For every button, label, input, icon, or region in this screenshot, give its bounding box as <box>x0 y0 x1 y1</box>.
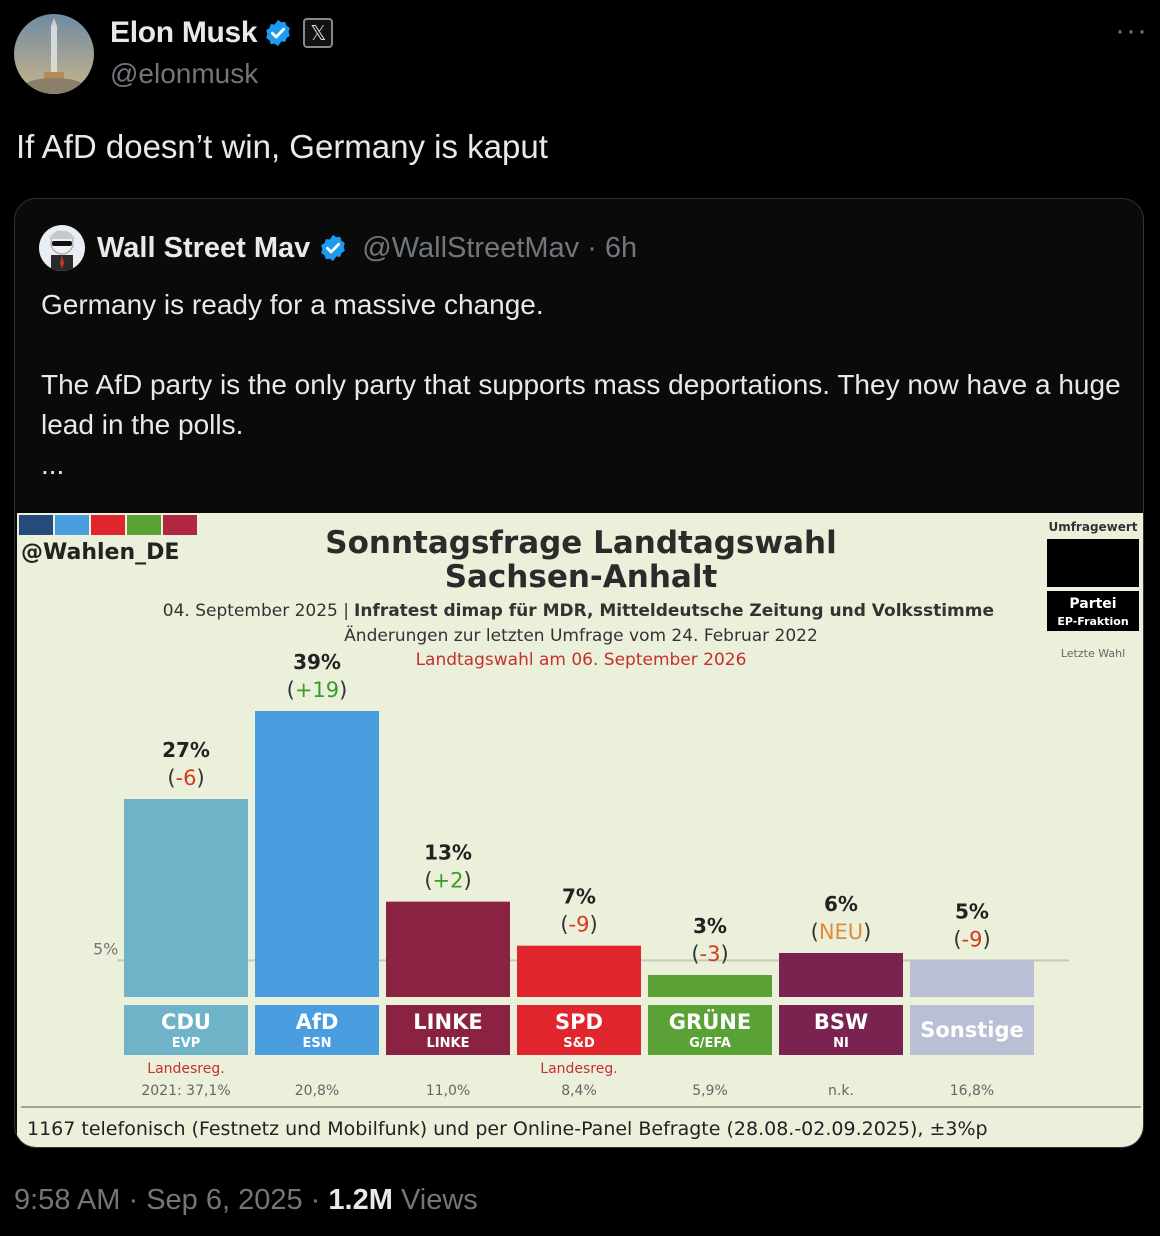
poll-chart-svg: @Wahlen_DE Sonntagsfrage Landtagswahl Sa… <box>19 515 1141 1140</box>
wm-square-maroon <box>163 515 197 535</box>
party-name: CDU <box>161 1010 211 1034</box>
bar-cdu <box>124 799 248 997</box>
value-label: 13% <box>424 841 472 865</box>
bar-bsw <box>779 953 903 997</box>
bar-afd <box>255 711 379 997</box>
author-name-row: Elon Musk 𝕏 <box>110 16 334 50</box>
quoted-tweet-age: · 6h <box>587 231 638 264</box>
party-faction: G/EFA <box>689 1036 731 1051</box>
last-election-value: 20,8% <box>295 1083 339 1099</box>
party-box-bsw <box>779 1005 903 1055</box>
change-label: (+19) <box>287 678 348 702</box>
change-label: (-6) <box>167 766 204 790</box>
quoted-author-handle: @WallStreetMav <box>362 231 580 264</box>
last-election-value: n.k. <box>828 1083 854 1099</box>
last-election-value: 16,8% <box>950 1083 994 1099</box>
party-name: GRÜNE <box>669 1009 751 1034</box>
wm-square-red <box>91 515 125 535</box>
quoted-tweet-text: Germany is ready for a massive change. T… <box>41 285 1121 485</box>
quoted-author-avatar <box>39 225 85 271</box>
legend-partei: Partei <box>1069 596 1116 612</box>
party-name: LINKE <box>413 1010 482 1034</box>
legend-party-box <box>1047 591 1139 631</box>
landesreg-label: Landesreg. <box>540 1061 617 1077</box>
party-faction: NI <box>833 1036 849 1051</box>
chart-title: Sonntagsfrage Landtagswahl <box>325 525 836 561</box>
value-label: 39% <box>293 650 341 674</box>
tweet-time[interactable]: 9:58 AM <box>14 1184 121 1216</box>
bar-linke <box>386 901 510 997</box>
threshold-label: 5% <box>93 939 118 958</box>
bar-grüne <box>648 975 772 997</box>
party-faction: LINKE <box>427 1036 470 1051</box>
party-box-sonstige <box>910 1005 1034 1055</box>
party-box-cdu <box>124 1005 248 1055</box>
party-name: AfD <box>296 1010 339 1034</box>
last-election-value: 2021: 37,1% <box>141 1083 230 1099</box>
chart-subtitle: Sachsen-Anhalt <box>445 559 718 595</box>
change-label: (+2) <box>424 869 471 893</box>
bar-spd <box>517 945 641 997</box>
value-label: 3% <box>693 914 727 938</box>
party-box-grüne <box>648 1005 772 1055</box>
more-icon[interactable]: ··· <box>1115 14 1148 47</box>
verified-badge-icon <box>266 19 291 47</box>
last-election-value: 11,0% <box>426 1083 470 1099</box>
author-handle[interactable]: @elonmusk <box>110 58 259 89</box>
watermark: @Wahlen_DE <box>21 540 179 565</box>
party-box-linke <box>386 1005 510 1055</box>
quoted-text-line2: The AfD party is the only party that sup… <box>41 369 1121 440</box>
quoted-verified-badge-icon <box>321 234 346 262</box>
landesreg-label: Landesreg. <box>147 1061 224 1077</box>
party-name: SPD <box>555 1010 603 1034</box>
chart-changes-note: Änderungen zur letzten Umfrage vom 24. F… <box>344 625 818 646</box>
party-name: BSW <box>814 1010 868 1034</box>
party-faction: S&D <box>563 1036 595 1051</box>
x-affiliation-icon: 𝕏 <box>303 18 334 48</box>
quoted-text-ellipsis: ... <box>41 449 65 480</box>
party-box-afd <box>255 1005 379 1055</box>
views-count: 1.2M <box>328 1184 393 1216</box>
chart-source-date: 04. September 2025 | <box>163 601 349 621</box>
party-faction: ESN <box>302 1036 331 1051</box>
value-label: 6% <box>824 892 858 916</box>
poll-chart-image[interactable]: @Wahlen_DE Sonntagsfrage Landtagswahl Sa… <box>17 513 1143 1147</box>
tweet-meta: 9:58 AM · Sep 6, 2025 · 1.2M Views <box>14 1184 478 1217</box>
value-label: 27% <box>162 738 210 762</box>
party-box-spd <box>517 1005 641 1055</box>
chart-footer: 1167 telefonisch (Festnetz und Mobilfunk… <box>27 1118 988 1140</box>
tweet-date[interactable]: Sep 6, 2025 <box>146 1184 303 1216</box>
change-label: (-9) <box>953 927 990 951</box>
views-label: Views <box>400 1184 478 1216</box>
wm-square-navy <box>19 515 53 535</box>
value-label: 7% <box>562 885 596 909</box>
party-faction: EVP <box>172 1036 200 1051</box>
chart-source-name: Infratest dimap für MDR, Mitteldeutsche … <box>354 601 994 621</box>
legend-ep-fraktion: EP-Fraktion <box>1057 615 1128 628</box>
quoted-tweet-header: Wall Street Mav @WallStreetMav · 6h <box>39 225 637 271</box>
meta-separator: · <box>128 1184 147 1216</box>
legend-value-box <box>1047 539 1139 587</box>
change-label: (-9) <box>560 913 597 937</box>
wm-square-blue <box>55 515 89 535</box>
change-label: (-3) <box>691 942 728 966</box>
chart-election-note: Landtagswahl am 06. September 2026 <box>416 650 747 670</box>
wm-square-green <box>127 515 161 535</box>
last-election-value: 5,9% <box>692 1083 728 1099</box>
quoted-author-name: Wall Street Mav <box>97 231 311 264</box>
legend-umfragewert: Umfragewert <box>1048 520 1137 534</box>
meta-separator: · <box>310 1184 329 1216</box>
quoted-tweet-card[interactable]: Wall Street Mav @WallStreetMav · 6h Germ… <box>14 198 1144 1148</box>
author-avatar[interactable] <box>14 14 94 94</box>
tweet-text: If AfD doesn’t win, Germany is kaput <box>16 128 548 165</box>
legend-letzte-wahl: Letzte Wahl <box>1061 647 1125 660</box>
author-name[interactable]: Elon Musk <box>110 16 258 49</box>
quoted-text-line1: Germany is ready for a massive change. <box>41 289 544 320</box>
change-label: (NEU) <box>811 920 872 944</box>
value-label: 5% <box>955 899 989 923</box>
bar-sonstige <box>910 960 1034 997</box>
last-election-value: 8,4% <box>561 1083 597 1099</box>
bars-group: 27% (-6) CDU EVP Landesreg. 2021: 37,1% 39% (+1… <box>124 650 1034 1099</box>
party-name: Sonstige <box>920 1018 1024 1042</box>
